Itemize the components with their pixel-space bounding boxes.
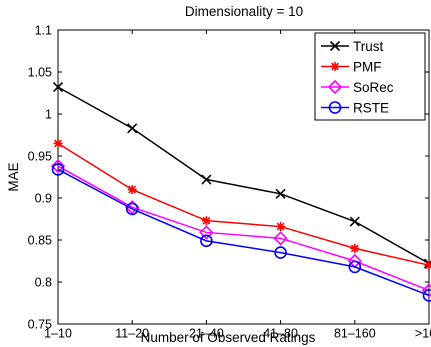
x-tick-label: 41–80	[263, 327, 298, 341]
series-line-sorec	[57, 165, 430, 292]
x-tick-label: 1–10	[44, 327, 72, 341]
x-axis: 1–10 11–20 21–40 41–80 81–160 >160	[44, 30, 431, 341]
legend-marker	[327, 79, 343, 95]
data-point-rste	[348, 260, 362, 274]
legend: Trust PMF SoRec RSTE	[314, 32, 426, 121]
data-point-pmf	[276, 222, 286, 232]
x-tick-label: 21–40	[189, 327, 224, 341]
data-point-trust	[349, 216, 360, 227]
series-rste	[51, 163, 431, 302]
data-point-pmf	[350, 243, 360, 253]
series-line-trust	[57, 86, 430, 265]
series-line-rste	[57, 168, 430, 297]
data-point-trust	[52, 82, 64, 93]
y-tick-label: 0.85	[28, 234, 52, 248]
data-point-rste	[125, 202, 139, 216]
data-point-sorec	[50, 158, 66, 174]
legend-label: Trust	[353, 39, 383, 54]
data-point-rste	[200, 234, 213, 248]
data-point-pmf	[53, 138, 63, 148]
x-axis-title: Number of Observed Ratings	[141, 330, 316, 345]
legend-label: RSTE	[353, 101, 389, 116]
data-point-trust	[127, 123, 138, 134]
data-point-sorec	[273, 231, 288, 246]
y-tick-label: 0.9	[35, 192, 52, 206]
data-point-rste	[274, 246, 287, 259]
data-point-rste	[51, 163, 65, 176]
y-axis-title: MAE	[6, 162, 21, 191]
data-point-pmf	[424, 260, 431, 270]
legend-marker	[330, 62, 340, 71]
data-point-trust	[201, 174, 212, 185]
y-tick-label: 1.1	[35, 24, 52, 38]
legend-label: SoRec	[353, 80, 394, 95]
legend-item-pmf: PMF	[321, 60, 382, 75]
data-point-pmf	[201, 216, 211, 226]
series-trust	[52, 82, 431, 269]
legend-item-rste: RSTE	[321, 101, 389, 116]
x-tick-label: 81–160	[334, 327, 376, 341]
x-tick-label: >160	[415, 327, 431, 341]
data-point-trust	[275, 188, 286, 199]
x-tick-label: 11–20	[115, 327, 149, 341]
y-axis: 0.75 0.8 0.85 0.9 0.95 1 1.05 1.1	[28, 24, 429, 332]
data-point-sorec	[199, 225, 214, 240]
legend-marker	[328, 101, 342, 114]
y-tick-label: 1.05	[28, 66, 52, 80]
data-point-sorec	[421, 283, 431, 298]
y-tick-label: 0.95	[28, 150, 52, 164]
series-line-pmf	[57, 142, 430, 266]
chart-title: Dimensionality = 10	[185, 4, 303, 19]
legend-label: PMF	[353, 60, 382, 75]
data-point-rste	[422, 289, 431, 302]
legend-item-trust: Trust	[321, 39, 383, 54]
y-tick-label: 1	[45, 108, 52, 122]
series-pmf	[53, 138, 431, 270]
legend-item-sorec: SoRec	[321, 79, 394, 95]
y-tick-label: 0.8	[35, 276, 52, 290]
legend-marker	[329, 40, 341, 52]
series-layer	[50, 82, 431, 302]
y-tick-label: 0.75	[28, 318, 52, 332]
data-point-pmf	[127, 185, 137, 195]
